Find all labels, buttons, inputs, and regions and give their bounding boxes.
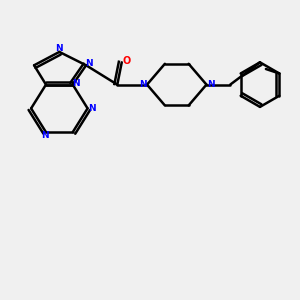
Text: N: N bbox=[139, 80, 146, 89]
Text: N: N bbox=[85, 59, 93, 68]
Text: O: O bbox=[122, 56, 130, 66]
Text: N: N bbox=[88, 104, 96, 113]
Text: N: N bbox=[73, 79, 80, 88]
Text: N: N bbox=[56, 44, 63, 53]
Text: N: N bbox=[41, 130, 48, 140]
Text: N: N bbox=[207, 80, 215, 89]
